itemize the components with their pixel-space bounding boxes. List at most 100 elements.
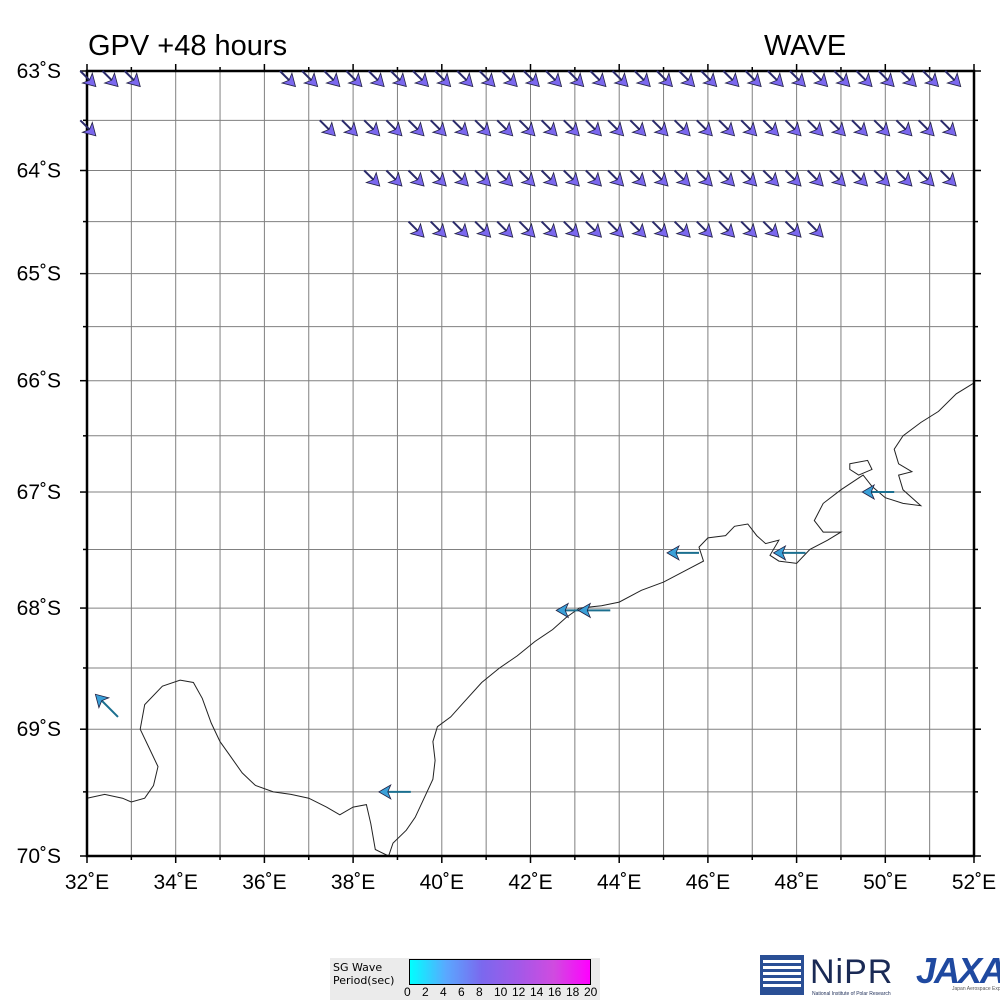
wave-vector-icon xyxy=(474,119,492,137)
lon-label: 50˚E xyxy=(863,871,907,894)
wave-vector-icon xyxy=(851,119,869,137)
wave-vector-icon xyxy=(378,783,411,800)
wave-vector-icon xyxy=(939,119,957,137)
wave-vector-icon xyxy=(452,169,470,187)
wave-vector-icon xyxy=(523,70,540,88)
wave-vector-icon xyxy=(279,70,297,88)
lon-label: 34˚E xyxy=(154,871,198,894)
wave-vector-icon xyxy=(829,119,847,137)
wave-vector-icon xyxy=(101,70,119,88)
wave-vector-icon xyxy=(944,70,962,88)
lon-label: 32˚E xyxy=(65,871,109,894)
lat-label: 65˚S xyxy=(17,263,61,286)
wave-vector-icon xyxy=(740,169,758,187)
wave-vector-icon xyxy=(390,70,407,88)
colorbar-label: SG Wave Period(sec) xyxy=(333,961,409,987)
variable-title: WAVE xyxy=(764,30,847,62)
wave-vector-icon xyxy=(94,693,119,718)
wave-vector-icon xyxy=(385,169,403,187)
jaxa-wordmark: JAXA xyxy=(916,950,1000,991)
wave-vector-icon xyxy=(429,220,447,238)
wave-vector-icon xyxy=(545,70,563,88)
wave-vector-icon xyxy=(496,169,514,187)
wave-vector-icon xyxy=(861,484,895,500)
wave-vector-icon xyxy=(806,220,824,238)
wave-vector-icon xyxy=(678,70,696,88)
lat-label: 66˚S xyxy=(17,370,61,393)
wave-vector-icon xyxy=(700,70,718,88)
wave-vector-icon xyxy=(900,70,917,88)
wave-vector-icon xyxy=(917,169,935,187)
wave-vector-icon xyxy=(895,169,913,187)
wave-vector-icon xyxy=(567,70,585,88)
nipr-emblem-icon xyxy=(760,955,804,995)
wave-vector-icon xyxy=(345,70,363,88)
wave-vector-icon xyxy=(784,169,802,187)
wave-vector-icon xyxy=(762,220,780,238)
wave-vector-icon xyxy=(767,70,784,88)
wave-vector-icon xyxy=(666,544,699,561)
wave-vector-icon xyxy=(722,70,740,88)
colorbar-ramp xyxy=(409,959,591,985)
wave-vector-icon xyxy=(762,119,780,137)
wave-vector-icon xyxy=(563,169,580,187)
wave-vector-icon xyxy=(474,169,492,187)
wave-vector-icon xyxy=(585,119,603,137)
wave-vector-icon xyxy=(585,220,603,238)
wave-vector-icon xyxy=(385,119,403,137)
colorbar-tick-label: 2 xyxy=(422,985,429,999)
wave-vector-icon xyxy=(851,169,869,187)
wave-vector-icon xyxy=(407,119,425,137)
wave-vector-icon xyxy=(367,70,385,88)
wave-vector-icon xyxy=(656,70,674,88)
lat-label: 64˚S xyxy=(17,160,61,183)
wave-vector-icon xyxy=(540,119,558,137)
nipr-logo: NiPR National Institute of Polar Researc… xyxy=(760,953,910,997)
wave-vector-icon xyxy=(341,119,359,137)
wave-vector-icon xyxy=(407,169,425,187)
wave-vector-icon xyxy=(518,119,536,137)
jaxa-subtitle: Japan Aerospace Exploration Agency xyxy=(952,986,1000,992)
wave-vector-icon xyxy=(922,70,940,88)
wave-vector-icon xyxy=(718,220,736,238)
wave-vector-icon xyxy=(784,220,802,238)
lat-label: 70˚S xyxy=(17,845,61,868)
wave-vector-icon xyxy=(429,119,447,137)
wave-vector-icon xyxy=(855,70,873,88)
nipr-subtitle: National Institute of Polar Research xyxy=(812,991,891,997)
colorbar-label-line2: Period(sec) xyxy=(333,974,395,987)
wave-vector-icon xyxy=(673,220,691,238)
wave-vector-icon xyxy=(629,169,647,187)
wave-vector-icon xyxy=(633,70,651,88)
wave-vector-icon xyxy=(789,70,807,88)
wave-vector-icon xyxy=(718,169,736,187)
wave-vector-icon xyxy=(607,169,625,187)
colorbar-tick-label: 10 xyxy=(494,985,508,999)
wave-vector-icon xyxy=(772,544,806,561)
wave-vector-icon xyxy=(563,220,580,238)
colorbar-tick-label: 0 xyxy=(404,985,411,999)
wave-vector-icon xyxy=(673,119,691,137)
wave-vector-icon xyxy=(434,70,452,88)
wave-vector-icon xyxy=(939,169,957,187)
wave-vector-icon xyxy=(323,70,341,88)
wave-vector-icon xyxy=(673,169,691,187)
wave-vector-icon xyxy=(629,119,647,137)
colorbar-tick-label: 12 xyxy=(512,985,526,999)
wave-vector-icon xyxy=(540,220,558,238)
wave-vector-icon xyxy=(363,119,381,137)
colorbar-tick-label: 20 xyxy=(584,985,598,999)
colorbar-label-line1: SG Wave xyxy=(333,961,383,974)
wave-vector-icon xyxy=(412,70,430,88)
wave-vector-icon xyxy=(651,220,669,238)
colorbar-ticks: 0 2 4 6 8 10 12 14 16 18 20 xyxy=(402,985,602,999)
wave-vector-icon xyxy=(452,119,470,137)
wave-vector-icon xyxy=(474,220,492,238)
wave-vector-icon xyxy=(607,119,625,137)
wave-vector-icon xyxy=(301,70,319,88)
lon-label: 52˚E xyxy=(952,871,996,894)
wave-vector-icon xyxy=(740,220,758,238)
wave-vector-icon xyxy=(478,70,496,88)
wave-vector-icon xyxy=(500,70,518,88)
